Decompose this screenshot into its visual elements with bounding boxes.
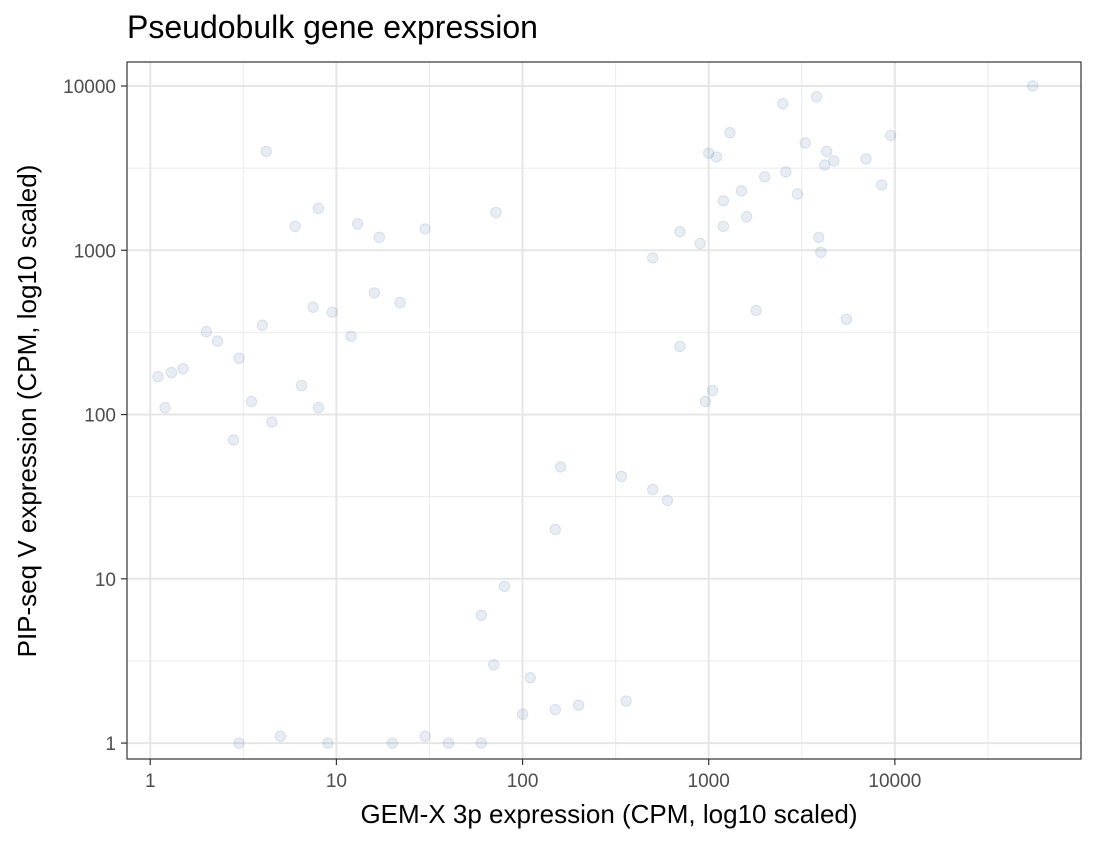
data-point [876, 179, 888, 191]
data-point [312, 402, 325, 414]
data-point [200, 325, 213, 338]
data-point [819, 159, 831, 171]
data-points [152, 80, 1039, 749]
data-point [419, 223, 431, 235]
data-point [820, 145, 833, 158]
data-point [703, 147, 715, 159]
data-point [345, 330, 357, 342]
data-point [488, 659, 500, 671]
data-point [647, 252, 659, 264]
data-point [326, 306, 338, 318]
data-point [750, 304, 762, 317]
data-point [386, 737, 399, 749]
data-point [615, 470, 628, 483]
data-point [159, 402, 171, 414]
data-point [177, 363, 189, 375]
data-point [549, 703, 561, 716]
data-point [373, 231, 385, 244]
data-point [152, 371, 164, 383]
data-point [694, 237, 706, 250]
data-point [810, 91, 823, 103]
data-point [165, 366, 178, 379]
data-point [647, 483, 659, 496]
y-axis-ticks: 1 10 100 1000 10000 [63, 77, 127, 755]
minor-gridlines [127, 62, 1081, 759]
data-point [245, 395, 258, 408]
data-point [885, 129, 897, 142]
data-point [674, 340, 686, 353]
plot-panel-background [127, 62, 1081, 759]
data-point [233, 737, 245, 749]
data-point [475, 737, 487, 749]
data-point [791, 188, 804, 200]
data-point [549, 523, 561, 536]
data-point [815, 246, 827, 259]
y-tick-label: 10 [95, 570, 116, 591]
data-point [351, 218, 364, 230]
data-point [860, 153, 872, 165]
data-point [516, 708, 529, 720]
data-point [312, 202, 325, 215]
data-point [498, 580, 511, 592]
data-point [227, 434, 240, 446]
data-point [759, 171, 771, 183]
data-point [799, 137, 811, 149]
y-tick-label: 100 [84, 406, 116, 427]
data-point [419, 730, 431, 742]
data-point [780, 166, 792, 178]
data-point [442, 737, 455, 749]
data-point [699, 395, 712, 408]
data-point [717, 195, 730, 207]
x-axis-title: GEM-X 3p expression (CPM, log10 scaled) [360, 799, 857, 829]
data-point [572, 699, 585, 711]
data-point [735, 185, 748, 197]
data-point [724, 127, 736, 139]
data-point [307, 301, 319, 313]
data-point [260, 145, 272, 158]
plot-panel-border [126, 61, 1082, 760]
data-point [717, 220, 730, 233]
data-point [295, 379, 308, 392]
data-point [322, 737, 334, 749]
data-point [266, 416, 278, 428]
data-point [554, 461, 567, 473]
x-tick-label: 100 [507, 771, 539, 792]
chart-title: Pseudobulk gene expression [127, 9, 538, 45]
x-tick-label: 10000 [868, 771, 921, 792]
data-point [274, 730, 287, 742]
data-point [620, 695, 632, 707]
data-point [394, 296, 406, 309]
y-axis-title: PIP-seq V expression (CPM, log10 scaled) [12, 165, 42, 658]
data-point [233, 352, 245, 364]
data-point [813, 231, 825, 244]
y-tick-label: 1000 [74, 241, 116, 262]
data-point [828, 155, 840, 167]
data-point [211, 335, 224, 347]
data-point [289, 220, 301, 233]
x-tick-label: 1000 [688, 771, 730, 792]
data-point [524, 672, 536, 684]
x-axis-ticks: 1 10 100 1000 10000 [145, 759, 921, 792]
data-point [1027, 80, 1039, 92]
data-point [490, 206, 502, 219]
data-point [674, 225, 686, 238]
x-tick-label: 10 [326, 771, 347, 792]
x-tick-label: 1 [145, 771, 156, 792]
y-tick-label: 10000 [63, 77, 116, 98]
data-point [741, 211, 753, 223]
data-point [777, 98, 789, 110]
data-point [256, 319, 268, 331]
data-point [475, 609, 487, 621]
major-gridlines [127, 62, 1081, 759]
data-point [368, 287, 381, 299]
data-point [706, 384, 719, 397]
data-point [840, 313, 853, 325]
data-point [661, 494, 674, 507]
y-tick-label: 1 [105, 734, 116, 755]
data-point [710, 151, 723, 163]
